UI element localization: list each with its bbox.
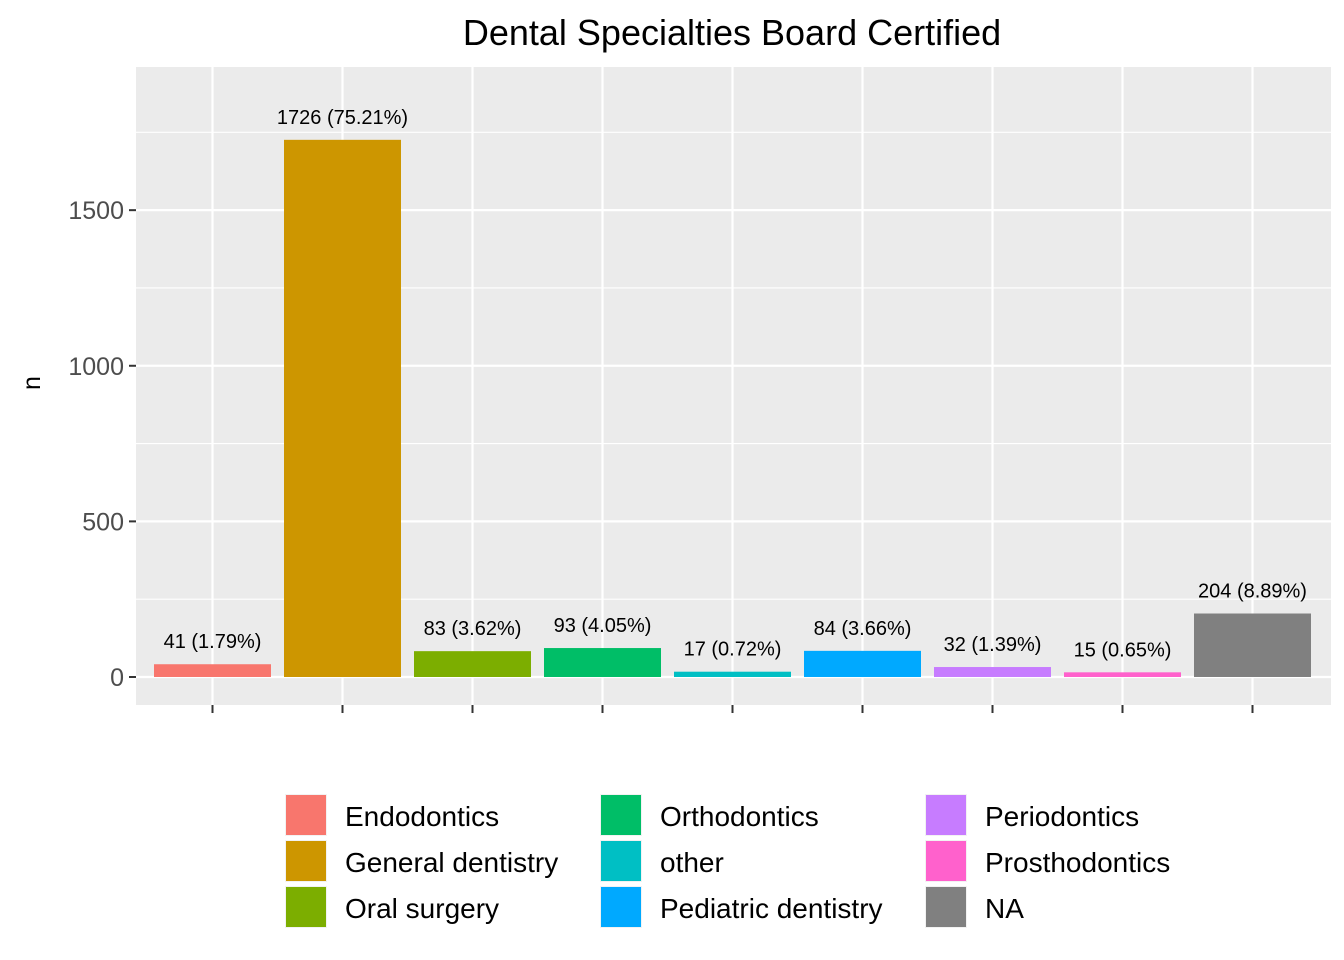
- y-tick-label: 0: [110, 664, 124, 692]
- y-tick-label: 1000: [68, 353, 124, 381]
- bar-other: [674, 671, 791, 677]
- legend: Endodontics General dentistry Oral surgery…: [285, 794, 1170, 928]
- data-label: 1726 (75.21%): [277, 107, 408, 129]
- legend-label: other: [660, 847, 724, 878]
- legend-key-general-dentistry: [286, 841, 326, 881]
- legend-label: Pediatric dentistry: [660, 893, 883, 924]
- data-label: 84 (3.66%): [814, 618, 912, 640]
- bars: [154, 139, 1311, 677]
- legend-key-periodontics: [926, 795, 966, 835]
- bar-periodontics: [934, 667, 1051, 677]
- legend-label: Oral surgery: [345, 893, 499, 924]
- axes: 0 500 1000 1500: [68, 197, 1254, 713]
- bar-prosthodontics: [1064, 672, 1181, 677]
- data-label: 83 (3.62%): [424, 618, 522, 640]
- legend-label: Periodontics: [985, 801, 1139, 832]
- data-label: 204 (8.89%): [1198, 581, 1307, 603]
- data-label: 41 (1.79%): [164, 631, 262, 653]
- legend-key-oral-surgery: [286, 887, 326, 927]
- chart-title: Dental Specialties Board Certified: [463, 12, 1001, 53]
- legend-key-other: [601, 841, 641, 881]
- y-tick-label: 1500: [68, 197, 124, 225]
- legend-key-na: [926, 887, 966, 927]
- bar-general-dentistry: [284, 139, 401, 677]
- data-label: 15 (0.65%): [1074, 639, 1172, 661]
- data-label: 17 (0.72%): [684, 639, 782, 661]
- data-label: 32 (1.39%): [944, 634, 1042, 656]
- legend-label: Prosthodontics: [985, 847, 1170, 878]
- data-labels: 41 (1.79%) 1726 (75.21%) 83 (3.62%) 93 (4.0…: [164, 107, 1307, 661]
- data-label: 93 (4.05%): [554, 615, 652, 637]
- bar-orthodontics: [544, 648, 661, 677]
- bar-na: [1194, 613, 1311, 677]
- legend-key-endodontics: [286, 795, 326, 835]
- y-tick-label: 500: [82, 508, 124, 536]
- y-axis-label: n: [18, 376, 46, 390]
- bar-endodontics: [154, 664, 271, 677]
- legend-label: NA: [985, 893, 1024, 924]
- legend-key-prosthodontics: [926, 841, 966, 881]
- legend-label: General dentistry: [345, 847, 558, 878]
- legend-label: Orthodontics: [660, 801, 819, 832]
- bar-oral-surgery: [414, 651, 531, 677]
- legend-label: Endodontics: [345, 801, 499, 832]
- bar-pediatric-dentistry: [804, 650, 921, 677]
- legend-key-orthodontics: [601, 795, 641, 835]
- legend-key-pediatric-dentistry: [601, 887, 641, 927]
